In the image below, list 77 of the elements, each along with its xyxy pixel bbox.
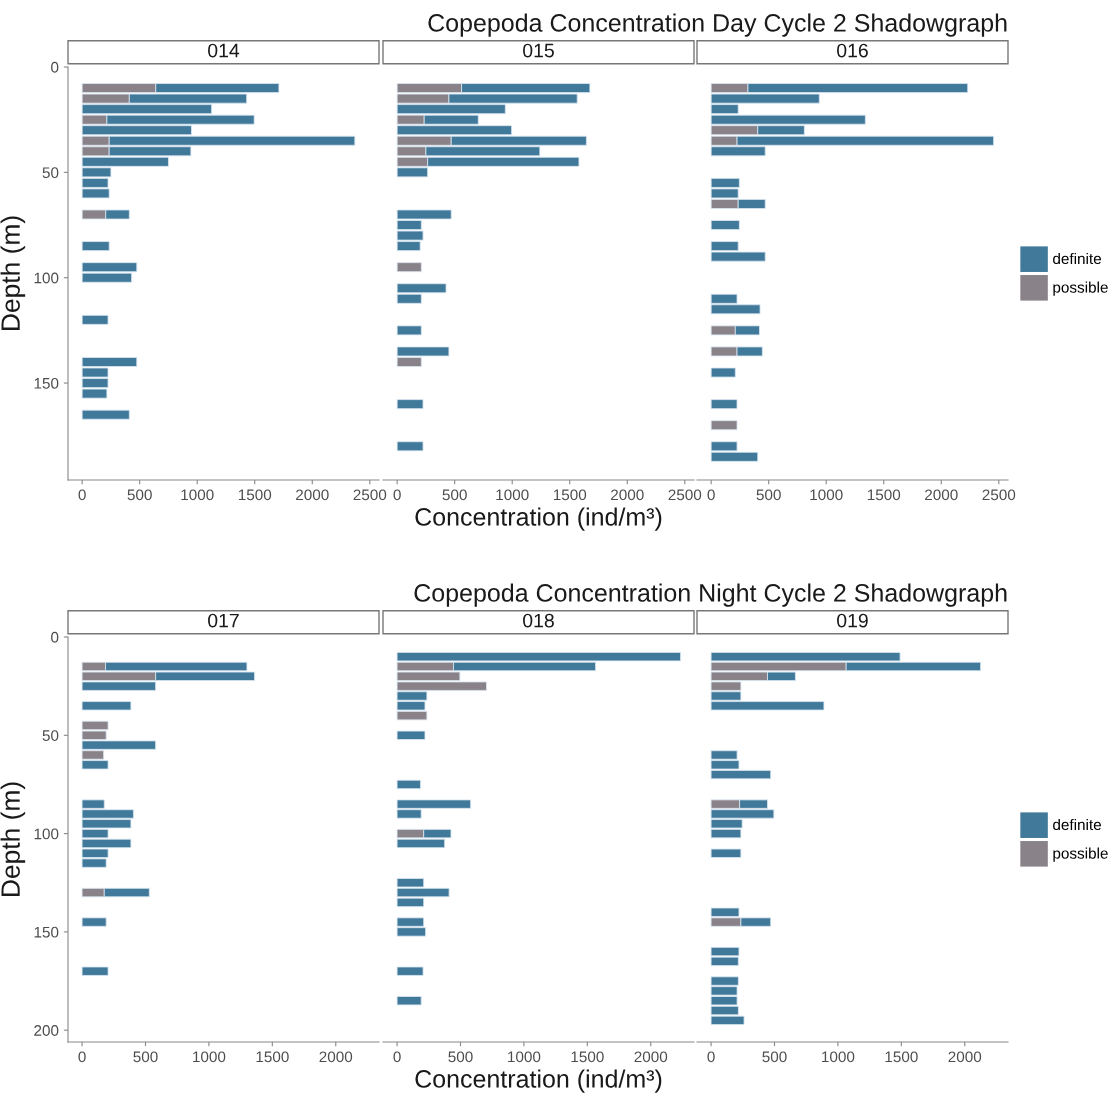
x-tick-label: 500	[756, 489, 781, 501]
bar	[710, 367, 736, 378]
x-tick-label: 2000	[296, 489, 329, 501]
legend-label: possible	[1053, 281, 1108, 296]
legend-label: definite	[1053, 252, 1101, 265]
y-tick-label: 200	[34, 1025, 59, 1036]
x-tick-label: 1000	[181, 489, 214, 501]
y-tick-label: 50	[42, 167, 59, 179]
legend-label: definite	[1053, 818, 1101, 831]
chart-subtitle: 017	[208, 613, 239, 628]
y-tick-label: 0	[51, 61, 59, 73]
x-axis-title: Concentration (ind/m³)	[415, 507, 662, 531]
chart-subtitle: 014	[208, 43, 240, 58]
bar	[81, 966, 109, 976]
x-tick-label: 1000	[496, 489, 529, 501]
x-tick-label: 1000	[810, 489, 843, 501]
x-tick-label: 2000	[948, 1051, 982, 1063]
x-tick-label: 1000	[508, 1051, 541, 1063]
x-tick-label: 1500	[553, 489, 587, 501]
bar	[81, 917, 107, 927]
x-tick-label: 500	[448, 1051, 473, 1063]
bar	[710, 220, 740, 230]
x-tick-label: 2000	[634, 1051, 668, 1063]
bar	[396, 730, 426, 740]
x-tick-label: 1500	[256, 1051, 289, 1063]
bar	[396, 996, 422, 1006]
x-tick-label: 2000	[319, 1051, 353, 1063]
x-tick-label: 500	[762, 1051, 787, 1063]
bar	[81, 409, 130, 420]
bar	[396, 262, 422, 273]
x-tick-label: 1500	[885, 1051, 918, 1063]
x-tick-label: 1500	[867, 489, 901, 501]
chart-subtitle: 016	[837, 43, 868, 58]
chart-title: Copepoda Concentration Night Cycle 2 Shadowgraph	[414, 583, 1007, 607]
bar	[396, 779, 421, 790]
bar	[710, 399, 738, 410]
y-axis-title: Depth (m)	[0, 216, 26, 330]
y-tick-label: 100	[34, 272, 59, 284]
x-tick-label: 0	[393, 1051, 401, 1063]
x-tick-label: 1500	[238, 489, 272, 501]
y-tick-label: 150	[34, 377, 59, 389]
x-tick-label: 0	[707, 1051, 715, 1063]
x-tick-label: 2000	[925, 489, 958, 501]
bar	[81, 701, 132, 711]
x-tick-label: 1500	[571, 1051, 604, 1063]
bar	[396, 325, 422, 336]
x-tick-label: 500	[442, 489, 467, 501]
y-axis-title: Depth (m)	[0, 782, 26, 896]
y-tick-label: 150	[34, 926, 59, 938]
legend-label: possible	[1053, 847, 1108, 862]
bar	[396, 399, 424, 410]
bar	[396, 441, 424, 452]
bar	[710, 848, 742, 858]
chart-subtitle: 019	[837, 613, 868, 628]
chart-subtitle: 015	[523, 43, 554, 58]
x-tick-label: 2500	[982, 489, 1016, 501]
chart-subtitle: 018	[523, 613, 554, 628]
y-tick-label: 0	[51, 631, 59, 643]
x-tick-label: 0	[707, 489, 715, 501]
x-tick-label: 1000	[193, 1051, 226, 1063]
bar	[81, 314, 109, 325]
x-tick-label: 500	[127, 489, 152, 501]
x-axis-title: Concentration (ind/m³)	[415, 1069, 662, 1093]
x-tick-label: 2500	[668, 489, 702, 501]
y-tick-label: 50	[42, 730, 59, 741]
x-tick-label: 2500	[353, 489, 387, 501]
bar	[81, 241, 110, 252]
y-tick-label: 100	[34, 828, 59, 840]
x-tick-label: 0	[393, 489, 401, 501]
chart-title: Copepoda Concentration Day Cycle 2 Shadowgraph	[428, 13, 1007, 37]
x-tick-label: 0	[78, 1051, 86, 1063]
x-tick-label: 1000	[822, 1051, 855, 1063]
x-tick-label: 0	[78, 489, 86, 501]
bar	[710, 420, 738, 431]
bar	[396, 966, 424, 976]
x-tick-label: 2000	[611, 489, 644, 501]
x-tick-label: 500	[133, 1051, 158, 1063]
